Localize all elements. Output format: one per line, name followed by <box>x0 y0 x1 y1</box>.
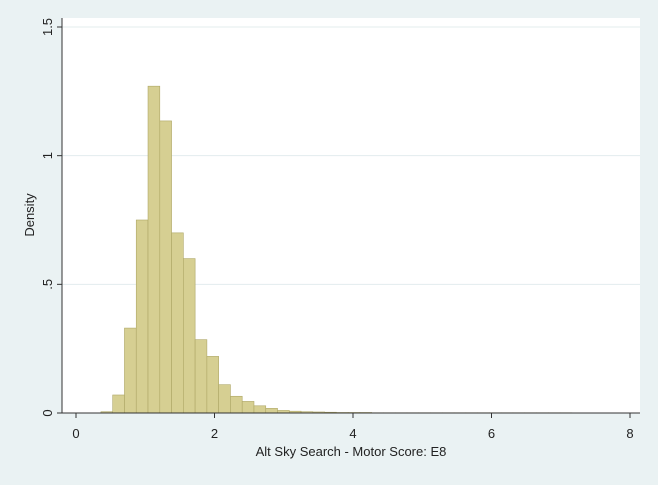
bar <box>136 220 148 413</box>
y-tick-label: 1.5 <box>40 18 55 36</box>
bar <box>148 86 160 413</box>
bar <box>160 121 172 413</box>
x-tick-label: 6 <box>488 426 495 441</box>
x-axis-title: Alt Sky Search - Motor Score: E8 <box>256 444 447 459</box>
bar <box>172 233 184 413</box>
bar <box>207 356 219 413</box>
x-tick-label: 8 <box>626 426 633 441</box>
y-tick-label: 0 <box>40 409 55 416</box>
bar <box>219 385 231 413</box>
bar <box>266 408 278 413</box>
bar <box>254 406 266 413</box>
bar <box>242 401 254 413</box>
x-tick-label: 2 <box>211 426 218 441</box>
bar <box>230 396 242 413</box>
bar <box>183 259 195 413</box>
bar <box>195 340 207 413</box>
bar <box>124 328 136 413</box>
y-tick-label: 1 <box>40 152 55 159</box>
x-tick-label: 4 <box>349 426 356 441</box>
bar <box>113 395 125 413</box>
x-tick-label: 0 <box>72 426 79 441</box>
y-tick-label: .5 <box>40 279 55 290</box>
y-axis-title: Density <box>22 193 37 237</box>
